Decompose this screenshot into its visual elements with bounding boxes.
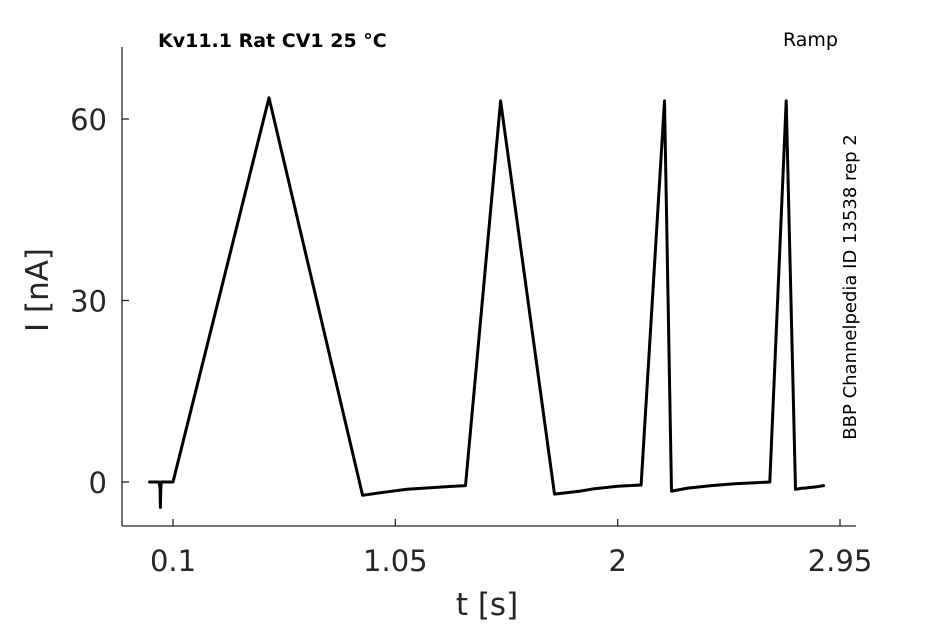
y-tick-label: 30 — [70, 285, 107, 319]
x-ticks: 0.1 1.05 2 2.95 — [150, 519, 872, 578]
y-axis-label: I [nA] — [20, 248, 56, 332]
x-tick-label: 1.05 — [363, 544, 428, 578]
plot-area — [148, 96, 826, 509]
x-tick-label: 2 — [608, 544, 626, 578]
protocol-label: Ramp — [783, 29, 838, 51]
axes — [121, 47, 856, 527]
x-tick-label: 0.1 — [150, 544, 196, 578]
y-ticks: 0 30 60 — [70, 103, 129, 500]
chart-title: Kv11.1 Rat CV1 25 °C — [158, 30, 387, 52]
x-axis-label: t [s] — [456, 587, 518, 623]
current-trace-line — [148, 96, 826, 509]
y-tick-label: 60 — [70, 103, 107, 137]
x-tick-label: 2.95 — [808, 544, 873, 578]
y-tick-label: 0 — [89, 466, 107, 500]
source-label: BBP Channelpedia ID 13538 rep 2 — [840, 134, 861, 439]
